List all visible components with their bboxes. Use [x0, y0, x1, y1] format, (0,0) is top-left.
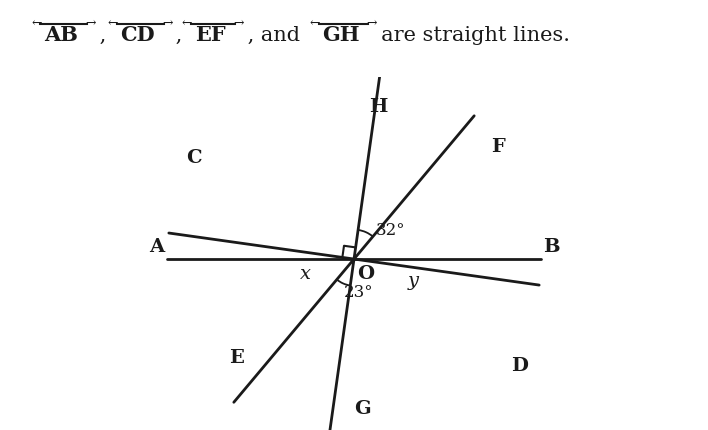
Text: A: A [149, 238, 164, 256]
Text: ←: ← [31, 17, 42, 30]
Text: F: F [491, 138, 505, 156]
Text: →: → [86, 17, 96, 30]
Text: C: C [186, 148, 202, 166]
Text: y: y [407, 273, 418, 291]
Text: H: H [369, 98, 387, 116]
Text: ←: ← [309, 17, 320, 30]
Text: CD: CD [120, 25, 155, 45]
Text: GH: GH [322, 25, 360, 45]
Text: B: B [543, 238, 560, 256]
Text: are straight lines.: are straight lines. [368, 26, 570, 45]
Text: O: O [358, 265, 375, 283]
Text: x: x [300, 265, 312, 283]
Text: 23°: 23° [343, 284, 373, 301]
Text: , and: , and [241, 26, 307, 45]
Text: ,: , [93, 26, 113, 45]
Text: D: D [511, 357, 528, 375]
Text: ←: ← [182, 17, 193, 30]
Text: →: → [234, 17, 244, 30]
Text: 32°: 32° [376, 222, 406, 239]
Text: ,: , [169, 26, 188, 45]
Text: EF: EF [195, 25, 225, 45]
Text: →: → [162, 17, 173, 30]
Text: G: G [354, 399, 370, 418]
Text: ←: ← [108, 17, 118, 30]
Text: →: → [367, 17, 377, 30]
Text: AB: AB [44, 25, 78, 45]
Text: E: E [229, 349, 244, 367]
